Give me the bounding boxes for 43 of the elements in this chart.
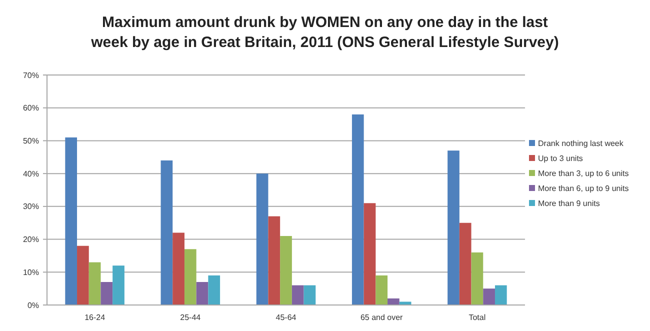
- y-tick-label: 10%: [22, 268, 39, 277]
- bar: [364, 203, 376, 305]
- x-tick-label: 65 and over: [360, 313, 404, 322]
- bar: [280, 236, 292, 305]
- legend-label: More than 6, up to 9 units: [538, 184, 629, 193]
- bar: [77, 246, 89, 305]
- bar: [112, 266, 124, 305]
- legend-label: More than 3, up to 6 units: [538, 168, 629, 178]
- x-tick-label: Total: [468, 313, 486, 322]
- bar: [88, 262, 101, 305]
- y-tick-label: 60%: [22, 104, 39, 113]
- bar: [160, 160, 173, 305]
- y-tick-label: 30%: [22, 202, 39, 212]
- bar: [471, 252, 484, 305]
- chart-title: Maximum amount drunk by WOMEN on any one day in the last week by age in Great Britain, 2011 (ONS General Lifestyle Survey): [90, 14, 559, 51]
- legend-label: More than 9 units: [538, 198, 600, 208]
- bar: [376, 275, 388, 305]
- bar: [352, 114, 364, 305]
- x-tick-label: 16-24: [84, 313, 106, 322]
- y-tick-label: 70%: [22, 70, 39, 80]
- y-tick-label: 40%: [22, 169, 39, 178]
- bar: [172, 232, 184, 305]
- bar: [388, 298, 400, 305]
- bar: [459, 222, 472, 305]
- x-tick-label: 45-64: [276, 313, 297, 322]
- bar: [448, 150, 460, 305]
- bar: [292, 285, 304, 305]
- bar: [304, 285, 316, 305]
- bar: [483, 288, 495, 305]
- x-tick-label: 25-44: [180, 313, 202, 322]
- bar: [268, 216, 280, 305]
- legend-label: Up to 3 units: [538, 154, 583, 163]
- bar: [208, 275, 220, 305]
- y-tick-label: 20%: [22, 235, 39, 244]
- y-tick-label: 0%: [27, 300, 39, 310]
- y-tick-label: 50%: [22, 136, 39, 146]
- bar: [100, 282, 113, 305]
- bar: [65, 137, 78, 305]
- bar: [494, 285, 507, 305]
- bar: [184, 249, 196, 305]
- bar: [196, 282, 208, 305]
- legend-label: Drank nothing last week: [538, 138, 624, 148]
- bar: [256, 174, 268, 305]
